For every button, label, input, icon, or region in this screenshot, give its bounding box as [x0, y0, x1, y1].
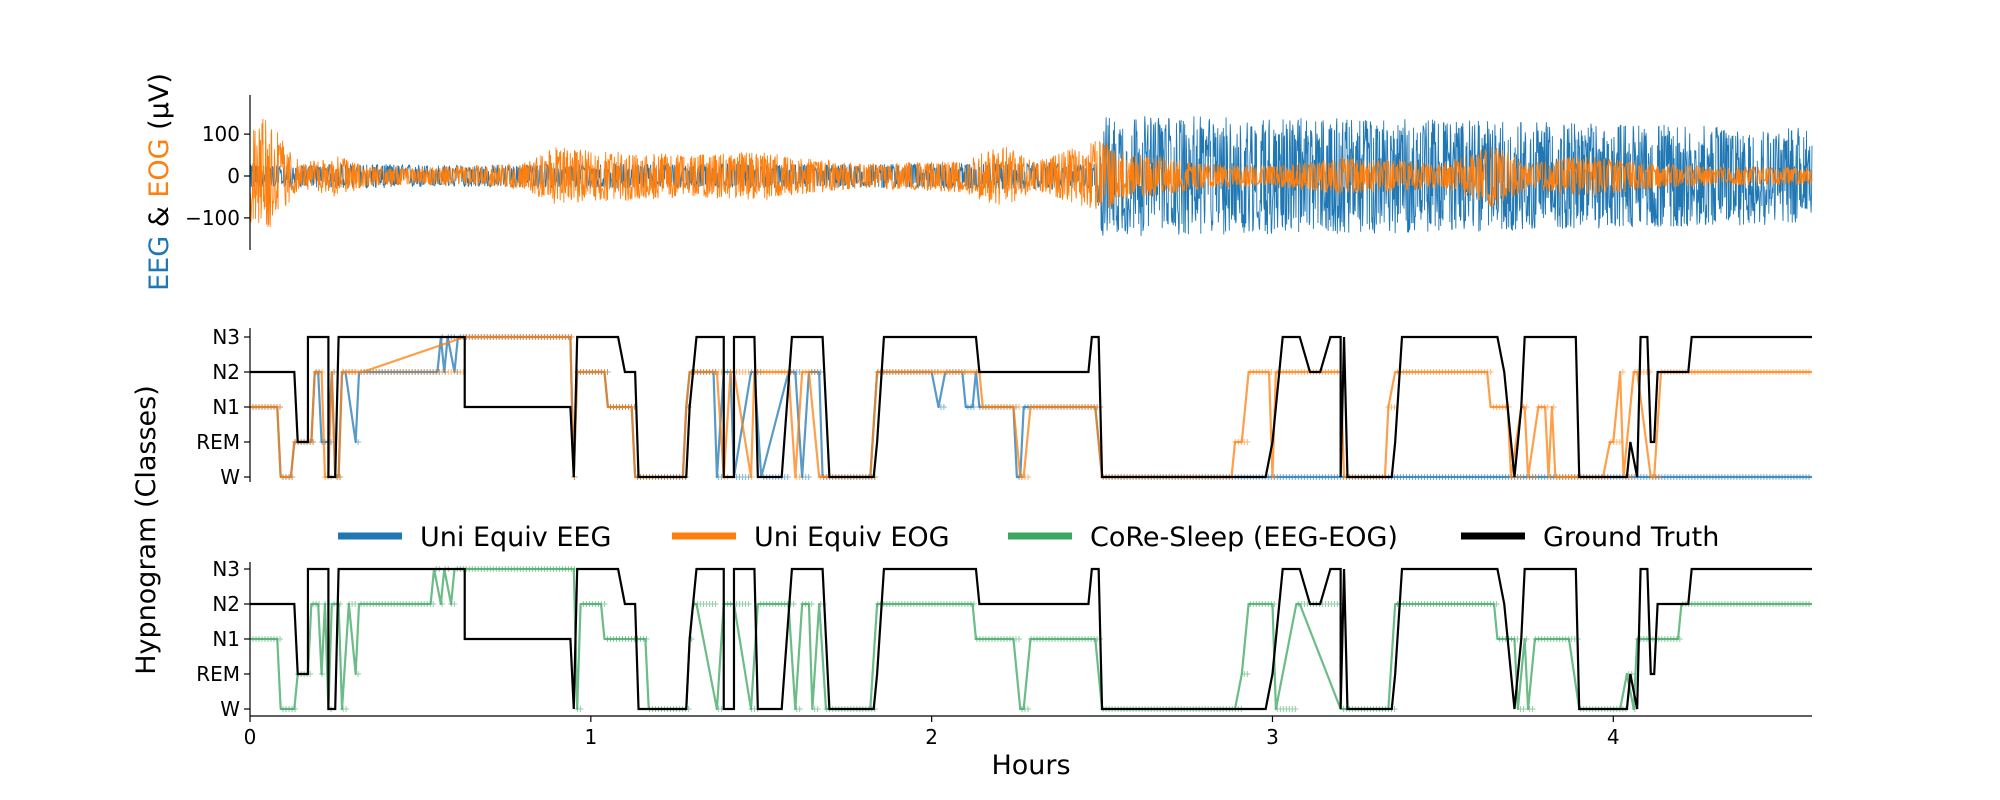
signal-y-tick-label: 0	[227, 164, 240, 188]
signal-y-ticks: 100 0 −100	[185, 122, 250, 230]
class-tick-label-n1: N1	[212, 395, 240, 419]
hypnogram-multimodal-y-ticks: W REM N1 N2 N3	[196, 557, 250, 721]
signal-y-axis-title: EEG & EOG (µV)	[144, 73, 175, 291]
signal-y-tick-label: 100	[202, 122, 240, 146]
legend-item-core-sleep-eeg-eog-: CoRe-Sleep (EEG-EOG)	[1008, 522, 1398, 553]
legend-item-uni-equiv-eeg: Uni Equiv EEG	[338, 522, 611, 553]
hypnogram-unimodal-y-ticks: W REM N1 N2 N3	[196, 325, 250, 489]
class-tick-label-rem: REM	[196, 662, 240, 686]
class-tick-label-n2: N2	[212, 360, 240, 384]
legend-label: Uni Equiv EEG	[420, 522, 611, 553]
hypnogram-multimodal-plot-area	[247, 566, 1812, 712]
class-tick-label-rem: REM	[196, 430, 240, 454]
ylabel-eeg: EEG	[144, 236, 175, 291]
class-tick-label-w: W	[220, 697, 240, 721]
x-tick-label: 0	[244, 725, 257, 749]
legend-label: Ground Truth	[1543, 522, 1719, 553]
legend-label: Uni Equiv EOG	[754, 522, 950, 553]
class-tick-label-n3: N3	[212, 325, 240, 349]
ylabel-amp: &	[144, 198, 175, 236]
class-tick-label-n2: N2	[212, 592, 240, 616]
series-line-ground-truth	[250, 567, 1812, 711]
class-tick-label-n3: N3	[212, 557, 240, 581]
x-tick-label: 1	[584, 725, 597, 749]
class-tick-label-n1: N1	[212, 627, 240, 651]
legend-label: CoRe-Sleep (EEG-EOG)	[1090, 522, 1398, 553]
legend: Uni Equiv EEG Uni Equiv EOG CoRe-Sleep (EE…	[338, 522, 1719, 553]
legend-item-uni-equiv-eog: Uni Equiv EOG	[672, 522, 950, 553]
signal-y-tick-label: −100	[185, 206, 240, 230]
x-tick-label: 4	[1607, 725, 1620, 749]
ylabel-eog: EOG	[144, 138, 175, 197]
x-tick-label: 3	[1266, 725, 1279, 749]
signal-panel: 100 0 −100 EEG & EOG (µV)	[144, 73, 1813, 291]
signal-plot-area	[249, 116, 1813, 237]
hypnogram-y-axis-title: Hypnogram (Classes)	[131, 385, 162, 675]
x-ticks: 0 1 2 3 4	[244, 716, 1620, 749]
x-axis-title: Hours	[991, 750, 1070, 781]
class-tick-label-w: W	[220, 465, 240, 489]
hypnogram-unimodal-plot-area	[247, 334, 1812, 480]
signal-series-eog	[249, 118, 1813, 228]
legend-item-ground-truth: Ground Truth	[1461, 522, 1719, 553]
series-line-ground-truth	[250, 335, 1812, 479]
ylabel-unit: (µV)	[144, 73, 175, 138]
hypnogram-multimodal-panel: W REM N1 N2 N3 0 1 2 3 4	[196, 557, 1812, 749]
hypnogram-unimodal-panel: W REM N1 N2 N3	[196, 325, 1812, 489]
x-tick-label: 2	[925, 725, 938, 749]
